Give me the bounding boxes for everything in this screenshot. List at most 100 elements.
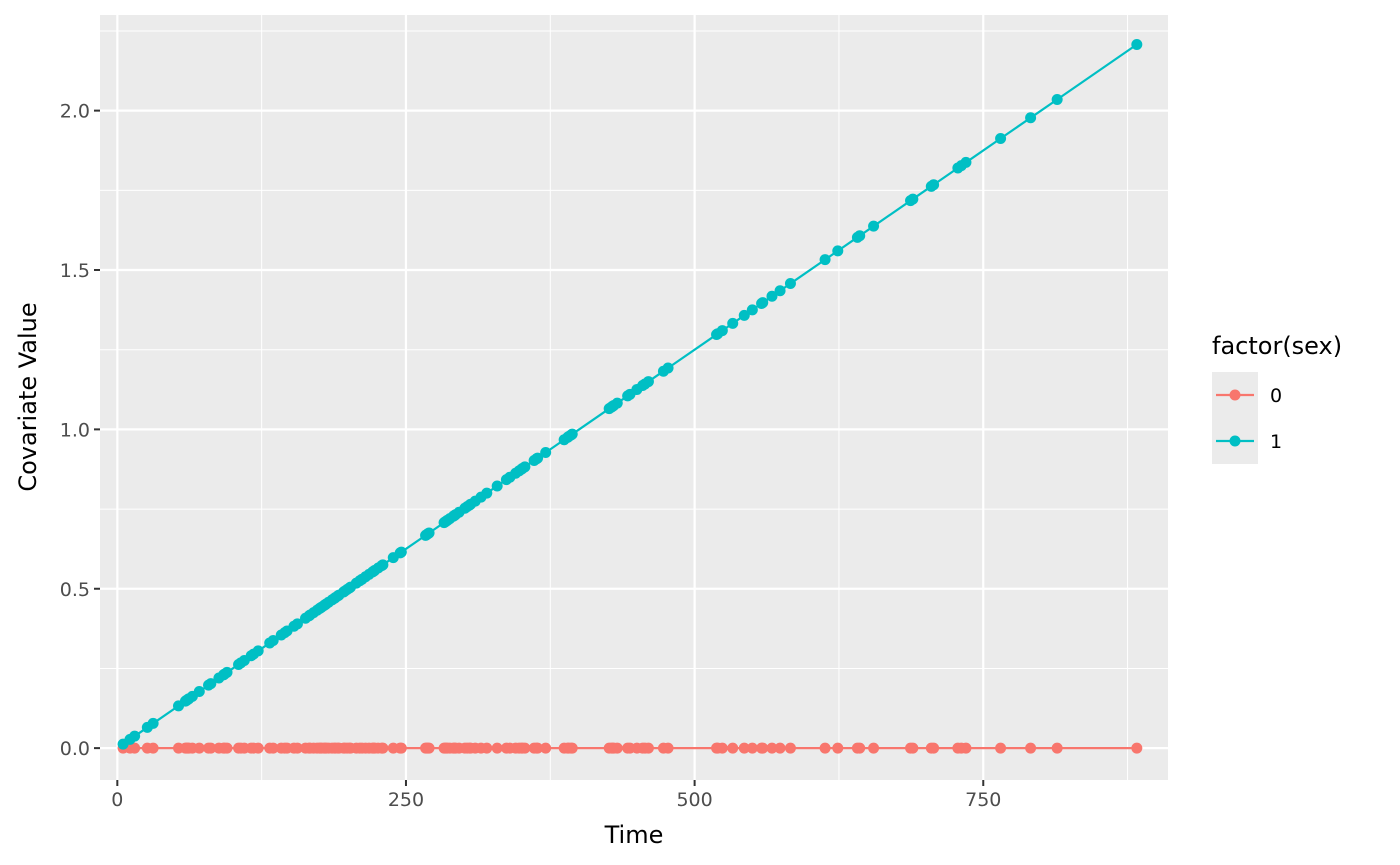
data-point <box>395 742 407 754</box>
data-point <box>267 635 279 647</box>
data-point <box>738 309 750 321</box>
data-point <box>532 742 544 754</box>
data-point <box>147 742 159 754</box>
data-point <box>746 742 758 754</box>
data-point <box>566 428 578 440</box>
y-axis-title: Covariate Value <box>14 302 42 491</box>
data-point <box>907 193 919 205</box>
data-point <box>832 245 844 257</box>
data-point <box>221 742 233 754</box>
data-point <box>540 446 552 458</box>
x-tick-label: 750 <box>965 789 1001 811</box>
data-point <box>727 317 739 329</box>
data-point <box>832 742 844 754</box>
data-point <box>1025 742 1037 754</box>
legend-key-point-0 <box>1229 389 1241 401</box>
data-point <box>566 742 578 754</box>
data-point <box>662 742 674 754</box>
data-series <box>117 38 1143 754</box>
data-point <box>519 461 531 473</box>
legend-label-1: 1 <box>1270 431 1282 453</box>
data-point <box>1131 38 1143 50</box>
x-tick-label: 250 <box>388 789 424 811</box>
data-point <box>784 278 796 290</box>
data-point <box>611 742 623 754</box>
data-point <box>532 452 544 464</box>
series-1 <box>117 38 1143 750</box>
data-point <box>757 297 769 309</box>
legend-label-0: 0 <box>1270 385 1282 407</box>
y-tick-label: 0.0 <box>60 738 90 760</box>
data-point <box>766 742 778 754</box>
data-point <box>481 742 493 754</box>
minor-gridlines <box>100 15 1168 780</box>
data-point <box>491 742 503 754</box>
data-point <box>252 742 264 754</box>
data-point <box>1025 112 1037 124</box>
data-point <box>611 397 623 409</box>
data-point <box>995 742 1007 754</box>
data-point <box>491 480 503 492</box>
data-point <box>291 742 303 754</box>
y-tick-label: 1.5 <box>60 260 90 282</box>
data-point <box>642 376 654 388</box>
data-point <box>481 487 493 499</box>
y-axis: 0.0 0.5 1.0 1.5 2.0 <box>60 101 100 760</box>
data-point <box>423 527 435 539</box>
y-tick-label: 2.0 <box>60 101 90 123</box>
data-point <box>907 742 919 754</box>
data-point <box>205 678 217 690</box>
data-point <box>1051 742 1063 754</box>
data-point <box>291 618 303 630</box>
data-point <box>784 742 796 754</box>
y-tick-label: 0.5 <box>60 579 90 601</box>
data-point <box>928 179 940 191</box>
data-point <box>267 742 279 754</box>
data-point <box>662 362 674 374</box>
data-point <box>995 133 1007 145</box>
data-point <box>819 254 831 266</box>
data-point <box>757 742 769 754</box>
data-point <box>642 742 654 754</box>
data-point <box>221 666 233 678</box>
data-point <box>716 742 728 754</box>
data-point <box>252 645 264 657</box>
data-point <box>868 742 880 754</box>
data-point <box>129 742 141 754</box>
data-point <box>854 742 866 754</box>
data-point <box>540 742 552 754</box>
data-point <box>377 742 389 754</box>
data-point <box>727 742 739 754</box>
data-point <box>928 742 940 754</box>
data-point <box>1131 742 1143 754</box>
data-point <box>716 325 728 337</box>
x-axis: 0 250 500 750 <box>111 780 1001 811</box>
data-point <box>960 156 972 168</box>
data-point <box>193 742 205 754</box>
data-point <box>766 290 778 302</box>
data-point <box>205 742 217 754</box>
x-tick-label: 0 <box>111 789 123 811</box>
data-point <box>395 546 407 558</box>
data-point <box>377 559 389 571</box>
legend: factor(sex) 0 1 <box>1212 332 1342 464</box>
legend-key-point-1 <box>1229 435 1241 447</box>
data-point <box>738 742 750 754</box>
data-point <box>193 686 205 698</box>
x-tick-label: 500 <box>676 789 712 811</box>
data-point <box>423 742 435 754</box>
x-axis-title: Time <box>604 821 664 849</box>
data-point <box>519 742 531 754</box>
data-point <box>774 742 786 754</box>
data-point <box>129 730 141 742</box>
data-point <box>1051 93 1063 105</box>
data-point <box>819 742 831 754</box>
data-point <box>854 230 866 242</box>
data-point <box>868 220 880 232</box>
data-point <box>774 285 786 297</box>
data-point <box>746 304 758 316</box>
data-point <box>147 717 159 729</box>
legend-title: factor(sex) <box>1212 332 1342 360</box>
data-point <box>960 742 972 754</box>
